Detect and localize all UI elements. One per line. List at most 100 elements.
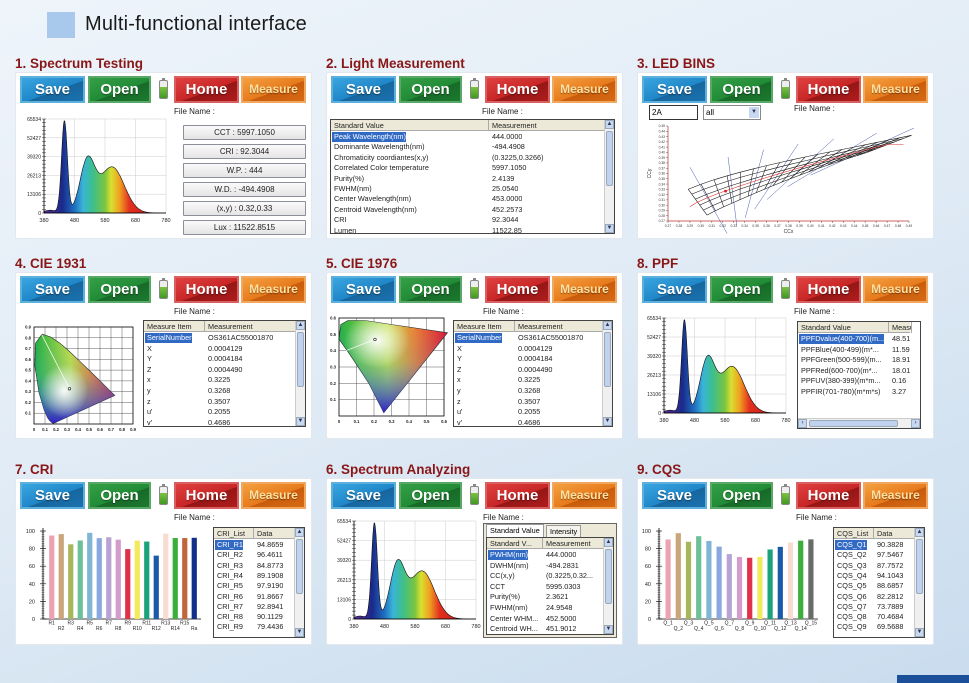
column-header[interactable]: CQS_List <box>834 528 874 539</box>
table-row-label[interactable]: CQS_Q3 <box>837 560 867 570</box>
table-row-label[interactable]: Peak Wavelength(nm) <box>332 132 406 142</box>
column-header[interactable]: Measu... <box>889 322 912 333</box>
home-button[interactable]: Home <box>796 76 861 103</box>
open-button[interactable]: Open <box>88 276 151 303</box>
save-button[interactable]: Save <box>642 76 707 103</box>
table-row-label[interactable]: Z <box>147 364 152 374</box>
column-header[interactable]: Measurement <box>543 538 605 549</box>
table-row-label[interactable]: v' <box>147 417 153 427</box>
table-row-label[interactable]: y <box>147 386 151 395</box>
save-button[interactable]: Save <box>20 276 85 303</box>
open-button[interactable]: Open <box>399 482 462 509</box>
column-header[interactable]: Standard Value <box>798 322 889 333</box>
column-header[interactable]: Standard V... <box>487 538 543 549</box>
save-button[interactable]: Save <box>20 76 85 103</box>
open-button[interactable]: Open <box>399 276 462 303</box>
scroll-thumb[interactable] <box>605 549 612 604</box>
table-row-label[interactable]: x <box>147 375 151 385</box>
home-button[interactable]: Home <box>174 76 239 103</box>
table-row-label[interactable]: FWHM(nm) <box>334 184 372 193</box>
table-row-label[interactable]: Y <box>147 354 152 364</box>
save-button[interactable]: Save <box>331 482 396 509</box>
value-box[interactable]: Lux : 11522.8515 <box>183 220 306 235</box>
vertical-scrollbar[interactable]: ▲ ▼ <box>604 120 614 233</box>
save-button[interactable]: Save <box>331 276 396 303</box>
table-row-label[interactable]: CRI_R5 <box>217 581 243 591</box>
column-header[interactable]: Standard Value <box>331 120 489 131</box>
table-row-label[interactable]: DWHM(nm) <box>490 560 529 570</box>
scroll-up-icon[interactable]: ▲ <box>296 321 305 330</box>
scroll-up-icon[interactable]: ▲ <box>915 528 924 537</box>
vertical-scrollbar[interactable]: ▲ ▼ <box>914 528 924 637</box>
scroll-right-icon[interactable]: › <box>911 419 920 428</box>
scroll-thumb[interactable] <box>604 332 611 387</box>
scroll-thumb[interactable] <box>297 332 304 387</box>
table-row-label[interactable]: v' <box>457 417 463 427</box>
measure-button[interactable]: Measure <box>863 482 928 509</box>
table-row-label[interactable]: Centroid WH... <box>490 624 538 634</box>
table-row-label[interactable]: Purity(%) <box>334 173 364 183</box>
table-row-label[interactable]: PPFBlue(400-499)(m*... <box>801 344 879 354</box>
save-button[interactable]: Save <box>20 482 85 509</box>
scroll-up-icon[interactable]: ▲ <box>605 120 614 129</box>
table-row-label[interactable]: PWHM(nm) <box>488 550 529 560</box>
measure-button[interactable]: Measure <box>552 76 617 103</box>
tab-standard-value[interactable]: Standard Value <box>486 524 544 538</box>
table-row-label[interactable]: CRI_R2 <box>217 550 243 560</box>
column-header[interactable]: Measurement <box>205 321 297 332</box>
table-row-label[interactable]: Chromaticity coordiantes(x,y) <box>334 152 429 162</box>
column-header[interactable]: Measure Item <box>144 321 205 332</box>
table-row-label[interactable]: CCT <box>490 581 505 591</box>
scroll-down-icon[interactable]: ▼ <box>915 628 924 637</box>
table-row-label[interactable]: SerialNumber <box>455 333 502 343</box>
table-row-label[interactable]: CRI_R3 <box>217 560 243 570</box>
measure-button[interactable]: Measure <box>241 76 306 103</box>
open-button[interactable]: Open <box>88 482 151 509</box>
table-row-label[interactable]: u' <box>147 407 153 417</box>
measure-button[interactable]: Measure <box>552 276 617 303</box>
table-row-label[interactable]: CRI_R8 <box>217 612 243 622</box>
home-button[interactable]: Home <box>796 276 861 303</box>
table-row-label[interactable]: CQS_Q1 <box>835 540 867 550</box>
table-row-label[interactable]: CQS_Q6 <box>837 591 867 601</box>
column-header[interactable]: Measurement <box>515 321 604 332</box>
save-button[interactable]: Save <box>642 276 707 303</box>
horizontal-scrollbar[interactable]: ‹ › <box>798 418 920 428</box>
table-row-label[interactable]: Z <box>457 364 462 374</box>
scroll-thumb[interactable] <box>809 420 898 427</box>
column-header[interactable]: CRI_List <box>214 528 254 539</box>
open-button[interactable]: Open <box>710 276 773 303</box>
table-row-label[interactable]: SerialNumber <box>145 333 192 343</box>
measure-button[interactable]: Measure <box>241 276 306 303</box>
scroll-thumb[interactable] <box>296 539 303 594</box>
table-row-label[interactable]: PPFDvalue(400-700)(m... <box>799 334 885 344</box>
table-row-label[interactable]: CQS_Q4 <box>837 570 867 580</box>
scroll-down-icon[interactable]: ▼ <box>603 417 612 426</box>
home-button[interactable]: Home <box>174 276 239 303</box>
table-row-label[interactable]: PPFGreen(500-599)(m... <box>801 355 882 365</box>
column-header[interactable]: Data <box>874 528 916 539</box>
table-row-label[interactable]: Correlated Color temperature <box>334 163 429 173</box>
table-row-label[interactable]: CQS_Q7 <box>837 601 867 611</box>
home-button[interactable]: Home <box>485 276 550 303</box>
table-row-label[interactable]: CQS_Q8 <box>837 612 867 622</box>
table-row-label[interactable]: CRI_R6 <box>217 591 243 601</box>
measure-button[interactable]: Measure <box>863 76 928 103</box>
open-button[interactable]: Open <box>399 76 462 103</box>
scroll-down-icon[interactable]: ▼ <box>296 417 305 426</box>
column-header[interactable]: Measure Item <box>454 321 515 332</box>
table-row-label[interactable]: CC(x,y) <box>490 571 515 581</box>
table-row-label[interactable]: u' <box>457 407 463 417</box>
table-row-label[interactable]: X <box>147 343 152 353</box>
chevron-down-icon[interactable]: ▼ <box>749 107 759 118</box>
bin-code-input[interactable]: 2A <box>649 105 698 120</box>
bin-filter-select[interactable]: all ▼ <box>703 105 761 120</box>
table-row-label[interactable]: PPFUV(380-399)(m*m... <box>801 376 881 386</box>
scroll-up-icon[interactable]: ▲ <box>604 538 613 547</box>
vertical-scrollbar[interactable]: ▲ ▼ <box>295 321 305 426</box>
scroll-up-icon[interactable]: ▲ <box>603 321 612 330</box>
table-row-label[interactable]: CQS_Q5 <box>837 581 867 591</box>
table-row-label[interactable]: PPFRed(600-700)(m*... <box>801 365 878 375</box>
open-button[interactable]: Open <box>88 76 151 103</box>
table-row-label[interactable]: Y <box>457 354 462 364</box>
